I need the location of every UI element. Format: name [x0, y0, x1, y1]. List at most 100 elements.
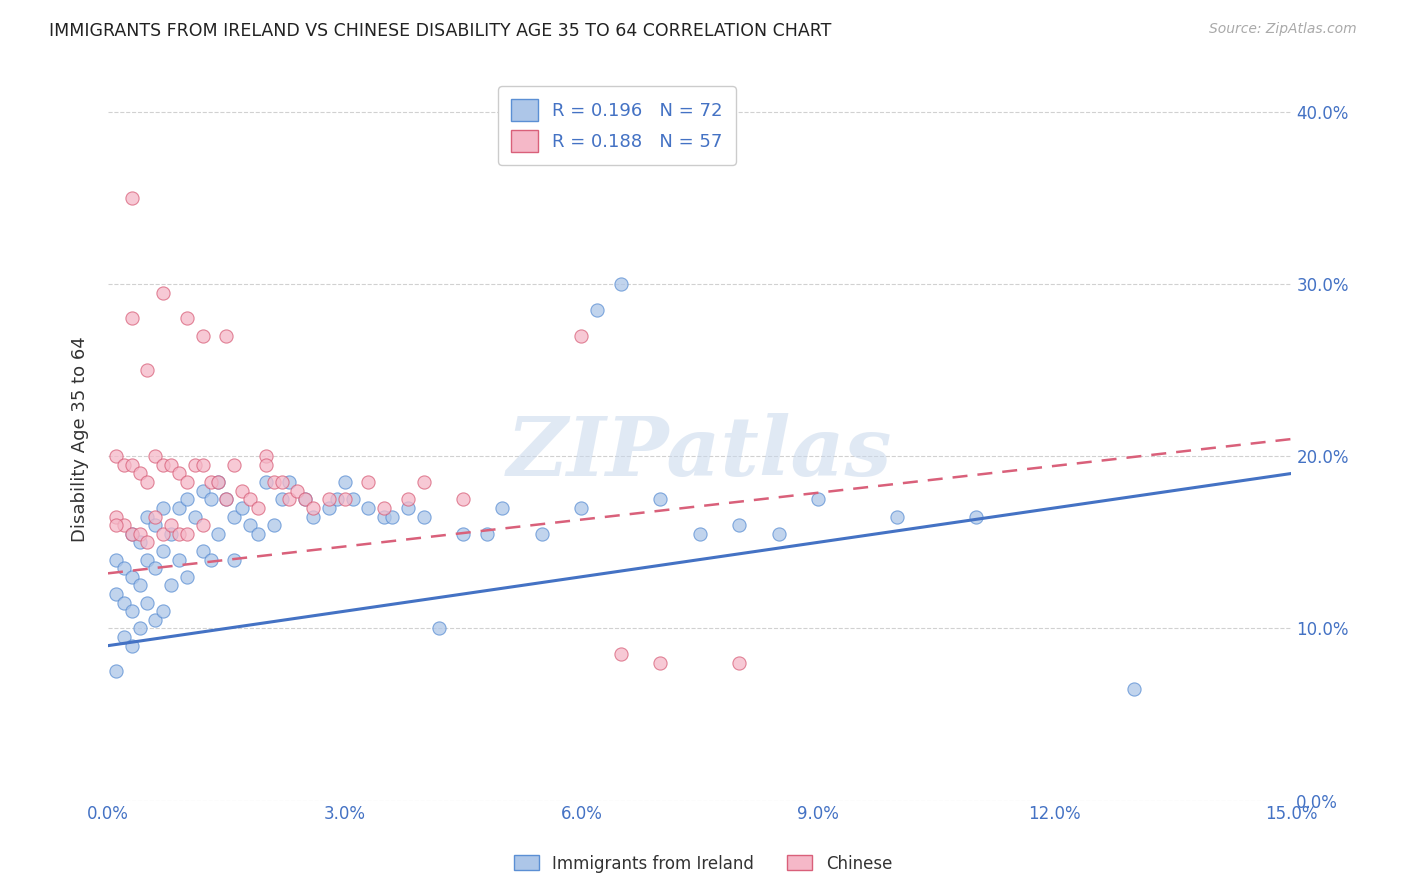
Point — [412, 475, 434, 489]
Point — [152, 458, 174, 472]
Point — [357, 500, 380, 515]
Point — [128, 578, 150, 592]
Point — [136, 596, 159, 610]
Y-axis label: Disability Age 35 to 64: Disability Age 35 to 64 — [72, 336, 89, 542]
Point — [224, 458, 246, 472]
Point — [224, 552, 246, 566]
Point — [191, 458, 214, 472]
Point — [167, 526, 190, 541]
Point — [278, 475, 301, 489]
Point — [427, 622, 450, 636]
Point — [451, 526, 474, 541]
Point — [152, 500, 174, 515]
Point — [246, 526, 269, 541]
Point — [239, 518, 262, 533]
Point — [270, 492, 292, 507]
Point — [342, 492, 364, 507]
Point — [302, 509, 325, 524]
Point — [373, 500, 395, 515]
Point — [263, 475, 285, 489]
Point — [357, 475, 380, 489]
Point — [326, 492, 349, 507]
Point — [689, 526, 711, 541]
Point — [121, 458, 143, 472]
Point — [136, 363, 159, 377]
Point — [191, 328, 214, 343]
Point — [224, 509, 246, 524]
Point — [121, 526, 143, 541]
Point — [176, 526, 198, 541]
Point — [610, 277, 633, 291]
Point — [270, 475, 292, 489]
Point — [728, 656, 751, 670]
Point — [121, 311, 143, 326]
Legend: Immigrants from Ireland, Chinese: Immigrants from Ireland, Chinese — [508, 848, 898, 880]
Text: ZIPatlas: ZIPatlas — [508, 414, 893, 493]
Text: Source: ZipAtlas.com: Source: ZipAtlas.com — [1209, 22, 1357, 37]
Point — [381, 509, 404, 524]
Point — [104, 587, 127, 601]
Point — [200, 475, 222, 489]
Point — [152, 285, 174, 300]
Point — [246, 500, 269, 515]
Point — [136, 552, 159, 566]
Point — [152, 526, 174, 541]
Point — [650, 656, 672, 670]
Point — [191, 518, 214, 533]
Point — [112, 518, 135, 533]
Point — [136, 535, 159, 549]
Point — [128, 535, 150, 549]
Point — [475, 526, 498, 541]
Point — [112, 596, 135, 610]
Point — [215, 492, 238, 507]
Point — [128, 467, 150, 481]
Point — [768, 526, 790, 541]
Point — [104, 665, 127, 679]
Point — [318, 492, 340, 507]
Point — [396, 500, 419, 515]
Point — [112, 458, 135, 472]
Point — [530, 526, 553, 541]
Point — [112, 561, 135, 575]
Point — [254, 458, 277, 472]
Point — [121, 639, 143, 653]
Point — [569, 328, 592, 343]
Point — [239, 492, 262, 507]
Point — [121, 526, 143, 541]
Point — [451, 492, 474, 507]
Point — [254, 475, 277, 489]
Point — [318, 500, 340, 515]
Point — [121, 191, 143, 205]
Point — [807, 492, 830, 507]
Point — [491, 500, 513, 515]
Point — [200, 492, 222, 507]
Point — [104, 449, 127, 463]
Point — [167, 552, 190, 566]
Point — [231, 483, 253, 498]
Point — [160, 518, 183, 533]
Point — [176, 492, 198, 507]
Point — [294, 492, 316, 507]
Point — [207, 526, 229, 541]
Point — [160, 526, 183, 541]
Point — [263, 518, 285, 533]
Point — [191, 544, 214, 558]
Point — [112, 630, 135, 644]
Point — [333, 492, 356, 507]
Point — [207, 475, 229, 489]
Point — [333, 475, 356, 489]
Point — [965, 509, 987, 524]
Point — [278, 492, 301, 507]
Point — [160, 578, 183, 592]
Point — [104, 518, 127, 533]
Point — [886, 509, 908, 524]
Point — [143, 613, 166, 627]
Point — [143, 561, 166, 575]
Point — [215, 328, 238, 343]
Point — [143, 509, 166, 524]
Point — [184, 509, 207, 524]
Point — [167, 467, 190, 481]
Point — [610, 647, 633, 661]
Point — [412, 509, 434, 524]
Point — [373, 509, 395, 524]
